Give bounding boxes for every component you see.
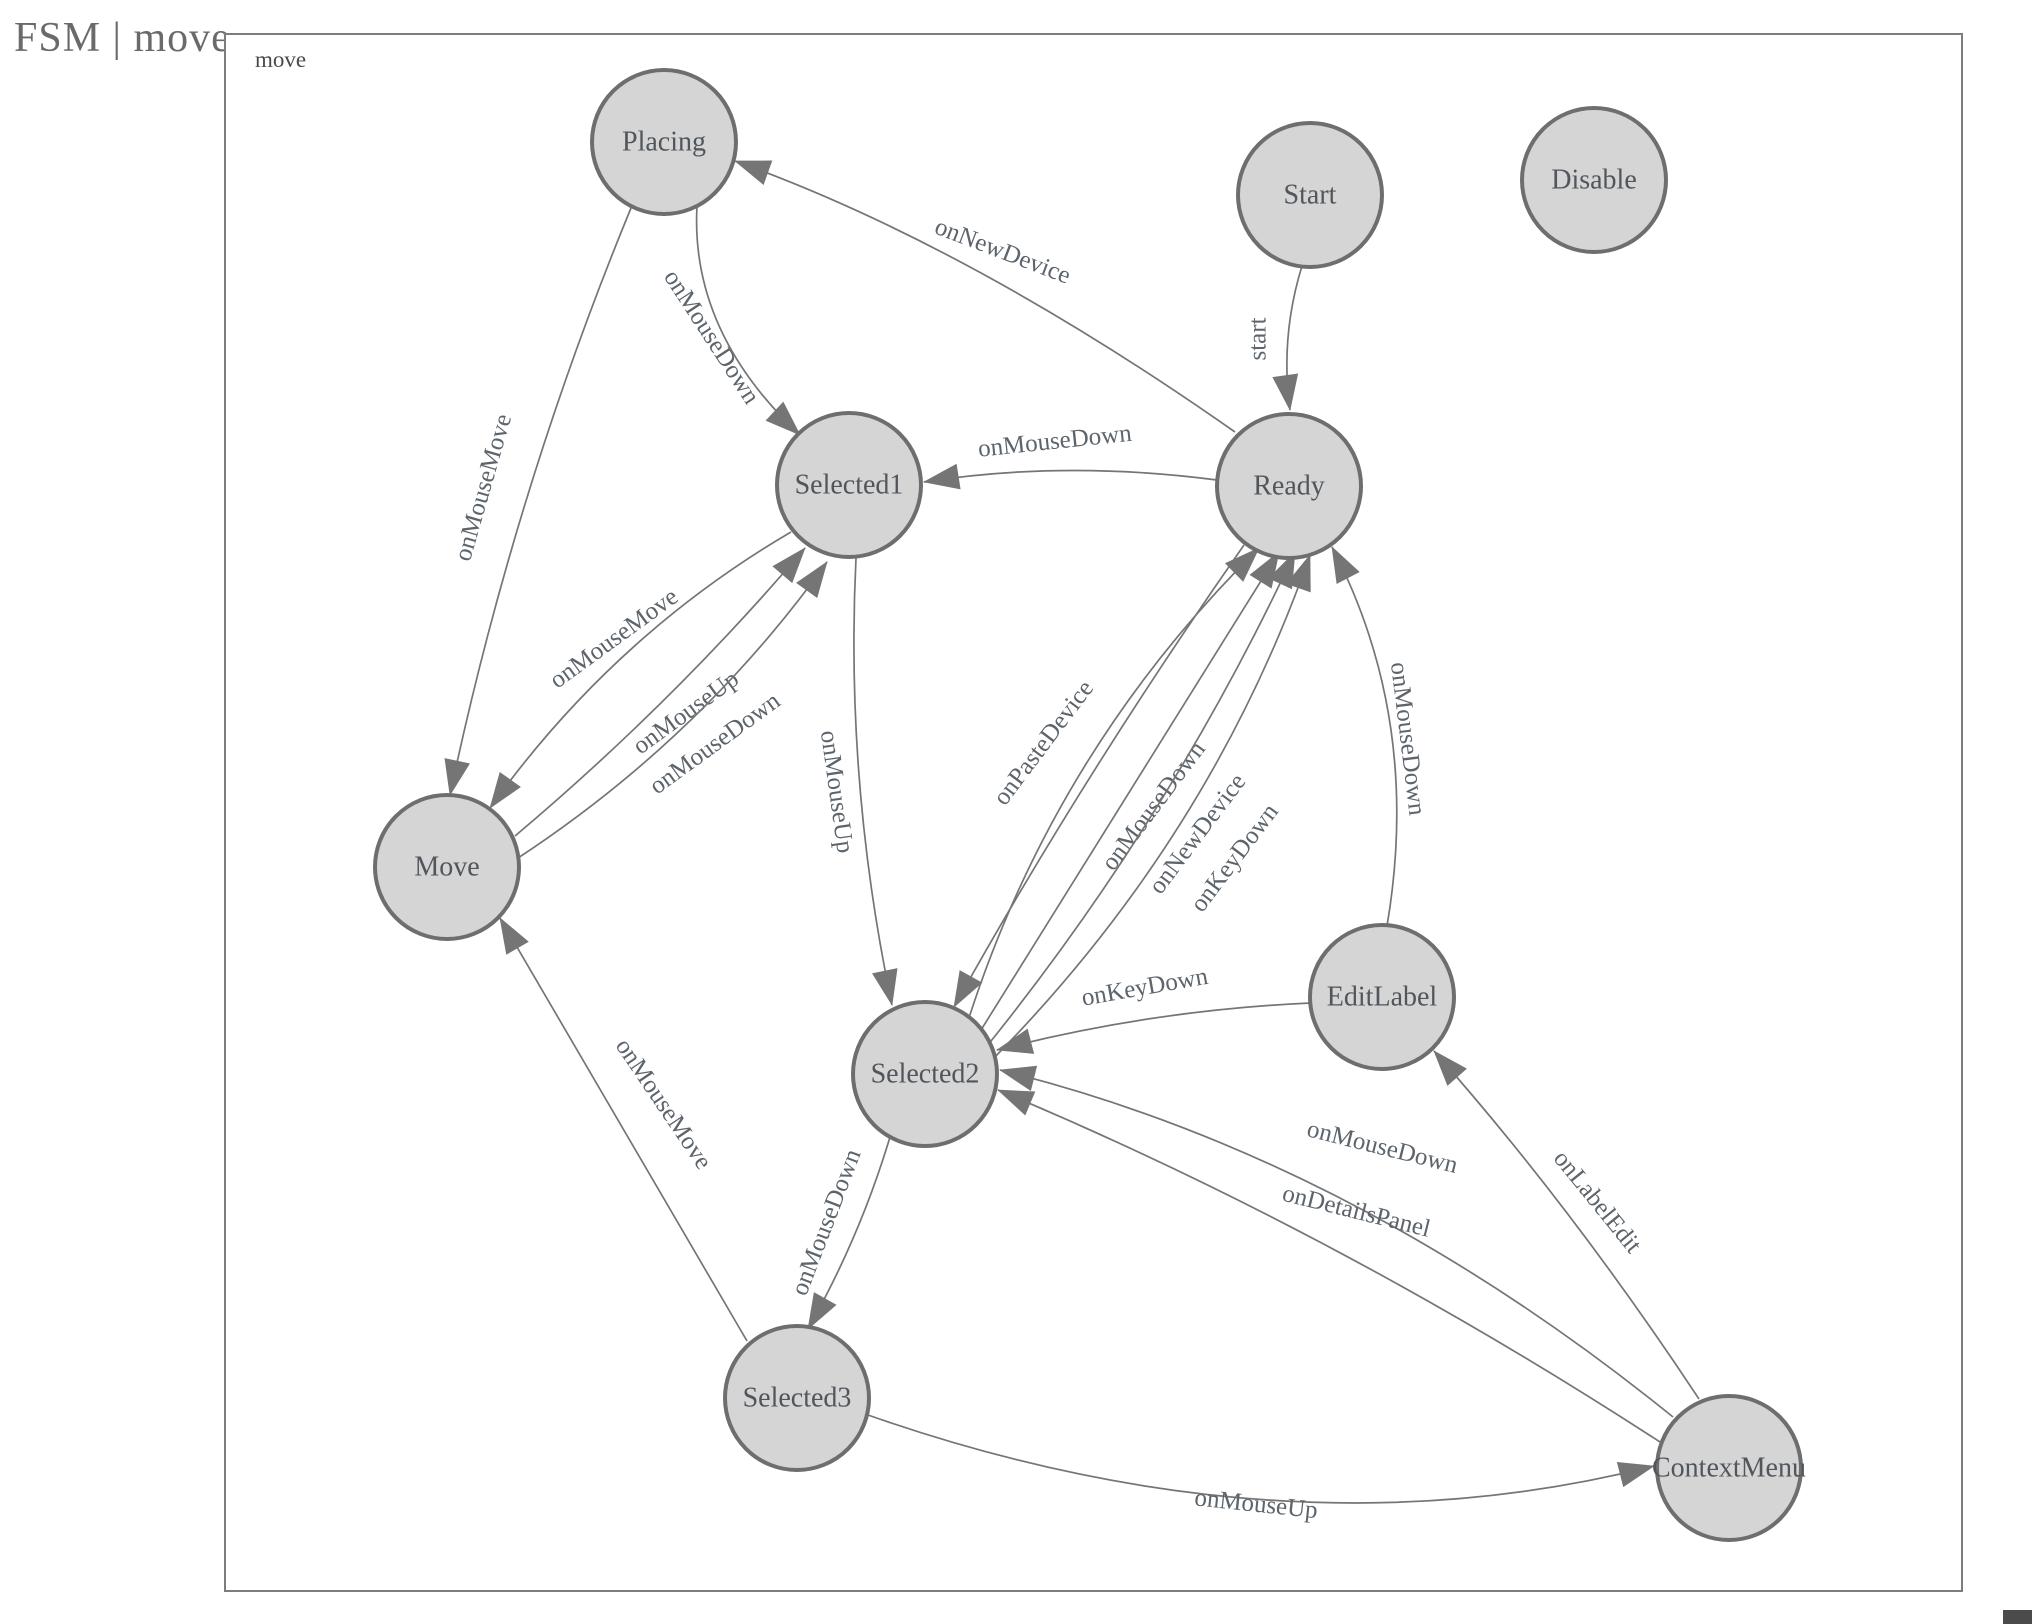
edge-Selected2-Ready-11 bbox=[975, 551, 1280, 1039]
edge-Selected1-Move-5 bbox=[489, 531, 792, 809]
edge-label-ContextMenu-Selected2-16: onMouseDown bbox=[1304, 1116, 1461, 1180]
state-Selected1[interactable]: Selected1 bbox=[775, 411, 923, 559]
state-circle-Selected3[interactable] bbox=[723, 1324, 871, 1472]
edge-Placing-Selected1-2 bbox=[695, 205, 801, 436]
state-label-Selected3: Selected3 bbox=[743, 1382, 852, 1413]
edge-label-Placing-Move-3: onMouseMove bbox=[449, 411, 517, 564]
edge-Selected3-Move-20 bbox=[499, 917, 748, 1342]
state-label-Placing: Placing bbox=[622, 126, 706, 157]
edge-Move-Selected1-6 bbox=[514, 547, 806, 837]
state-Ready[interactable]: Ready bbox=[1215, 412, 1363, 560]
edge-label-EditLabel-Selected2-15: onKeyDown bbox=[1079, 963, 1210, 1012]
state-EditLabel[interactable]: EditLabel bbox=[1308, 923, 1456, 1071]
state-label-ContextMenu: ContextMenu bbox=[1652, 1452, 1806, 1483]
state-label-Selected2: Selected2 bbox=[871, 1058, 980, 1089]
state-Disable[interactable]: Disable bbox=[1520, 106, 1668, 254]
page-title: FSM | move bbox=[14, 15, 231, 61]
state-Move[interactable]: Move bbox=[373, 793, 521, 941]
edge-Ready-Selected1-4 bbox=[923, 463, 1218, 490]
state-circle-Selected1[interactable] bbox=[775, 411, 923, 559]
state-circle-EditLabel[interactable] bbox=[1308, 923, 1456, 1071]
edge-label-Selected1-Selected2-8: onMouseUp bbox=[815, 729, 859, 855]
edge-ContextMenu-Selected2-16 bbox=[999, 1065, 1674, 1418]
state-circle-Disable[interactable] bbox=[1520, 106, 1668, 254]
state-label-Ready: Ready bbox=[1253, 470, 1325, 501]
edge-EditLabel-Selected2-15 bbox=[996, 1002, 1312, 1054]
edges-layer: start onNewDevice onMouseDown onMouseMove on… bbox=[444, 160, 1700, 1524]
edge-Start-Ready-0 bbox=[1272, 265, 1303, 411]
edge-label-ContextMenu-EditLabel-18: onLabelEdit bbox=[1548, 1145, 1647, 1258]
resize-corner-handle[interactable] bbox=[2003, 1610, 2032, 1624]
edge-Selected2-Ready-13 bbox=[989, 554, 1311, 1063]
edge-Placing-Move-3 bbox=[444, 207, 632, 796]
state-label-EditLabel: EditLabel bbox=[1327, 981, 1438, 1012]
edge-Ready-Placing-1 bbox=[734, 160, 1236, 433]
edge-label-Selected2-Selected3-19: onMouseDown bbox=[786, 1145, 867, 1299]
edge-Selected2-Selected3-19 bbox=[807, 1136, 891, 1330]
state-Selected3[interactable]: Selected3 bbox=[723, 1324, 871, 1472]
edge-Move-Selected1-7 bbox=[517, 561, 828, 859]
edge-Selected1-Selected2-8 bbox=[853, 557, 898, 1006]
fsm-canvas[interactable]: move start onNewDevice onMouseDown onMouseM… bbox=[224, 33, 1963, 1592]
state-circle-Start[interactable] bbox=[1236, 121, 1384, 269]
state-circle-ContextMenu[interactable] bbox=[1655, 1394, 1803, 1542]
canvas-mode-label: move bbox=[255, 47, 307, 72]
edge-Selected3-ContextMenu-21 bbox=[867, 1414, 1655, 1504]
edge-Selected2-Ready-12 bbox=[982, 551, 1296, 1052]
state-label-Start: Start bbox=[1284, 179, 1337, 210]
state-label-Move: Move bbox=[414, 851, 479, 882]
state-Placing[interactable]: Placing bbox=[590, 68, 738, 216]
edge-Ready-Selected2-9 bbox=[953, 544, 1245, 1008]
edge-label-Start-Ready-0: start bbox=[1245, 317, 1272, 360]
state-circle-Placing[interactable] bbox=[590, 68, 738, 216]
edge-label-Selected1-Move-5: onMouseMove bbox=[545, 583, 683, 694]
edge-label-Selected3-Move-20: onMouseMove bbox=[610, 1034, 717, 1175]
state-ContextMenu[interactable]: ContextMenu bbox=[1652, 1394, 1806, 1542]
state-Selected2[interactable]: Selected2 bbox=[851, 1000, 999, 1148]
state-circle-Ready[interactable] bbox=[1215, 412, 1363, 560]
edge-ContextMenu-Selected2-17 bbox=[997, 1089, 1661, 1443]
edge-label-Ready-Placing-1: onNewDevice bbox=[931, 213, 1074, 289]
state-circle-Selected2[interactable] bbox=[851, 1000, 999, 1148]
edge-Selected2-Ready-10 bbox=[966, 547, 1260, 1025]
edge-label-Ready-Selected1-4: onMouseDown bbox=[977, 420, 1134, 463]
state-label-Disable: Disable bbox=[1551, 164, 1637, 195]
edge-ContextMenu-EditLabel-18 bbox=[1433, 1050, 1700, 1400]
edge-label-Selected3-ContextMenu-21: onMouseUp bbox=[1193, 1484, 1319, 1524]
state-circle-Move[interactable] bbox=[373, 793, 521, 941]
state-label-Selected1: Selected1 bbox=[795, 469, 904, 500]
fsm-diagram: start onNewDevice onMouseDown onMouseMove on… bbox=[373, 68, 1806, 1542]
state-Start[interactable]: Start bbox=[1236, 121, 1384, 269]
nodes-layer: Placing Start Disable Ready Selected1 Move Sel… bbox=[373, 68, 1806, 1542]
edge-EditLabel-Ready-14 bbox=[1331, 546, 1398, 927]
edge-label-Placing-Selected1-2: onMouseDown bbox=[658, 265, 765, 409]
